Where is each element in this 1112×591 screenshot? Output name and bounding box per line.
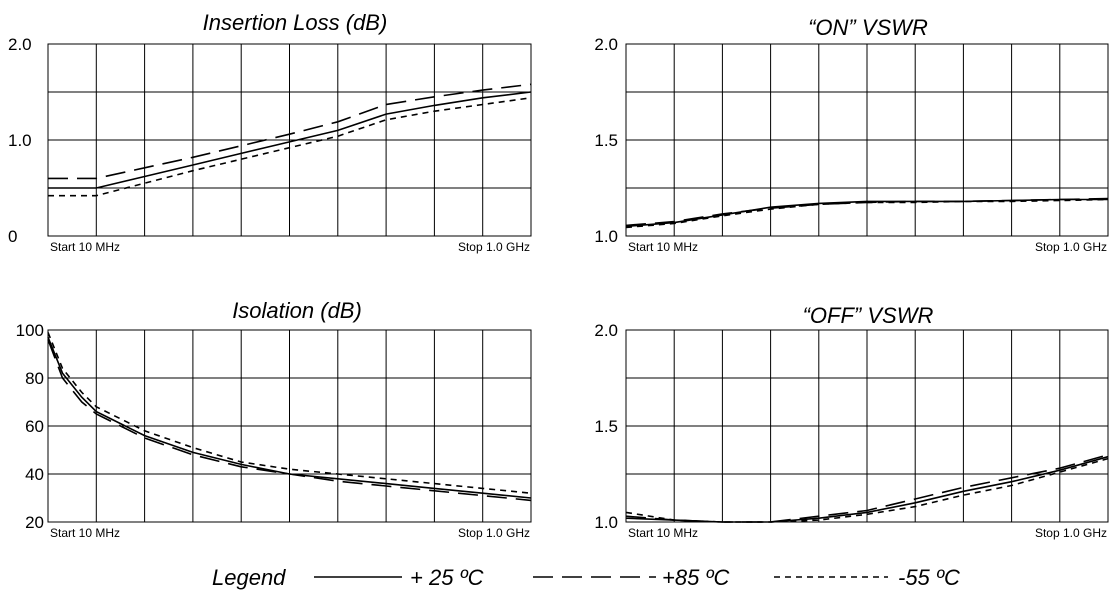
- x-start-label: Start 10 MHz: [50, 526, 120, 540]
- y-tick-label: 40: [25, 465, 44, 484]
- legend-entry-text: + 25 ºC: [410, 565, 484, 590]
- series-line-minus55c: [48, 97, 532, 197]
- legend-label: Legend: [212, 565, 286, 590]
- x-stop-label: Stop 1.0 GHz: [458, 240, 530, 254]
- plot-frame: [625, 43, 1109, 237]
- series-line-minus55c: [625, 457, 1109, 523]
- series-line-minus55c: [47, 332, 532, 494]
- plot-frame: [47, 329, 532, 523]
- series-line-plus25c: [625, 198, 1108, 228]
- y-tick-label: 2.0: [594, 321, 618, 340]
- y-tick-label: 20: [25, 513, 44, 532]
- y-tick-label: 100: [16, 321, 44, 340]
- y-tick-label: 1.5: [594, 417, 618, 436]
- legend-entry-text: +85 ºC: [662, 565, 729, 590]
- series-line-plus25c: [47, 336, 532, 499]
- chart-panel-4: “OFF” VSWR 2.0 1.5 1.0 Start 10 MHz Stop 1.0 …: [594, 303, 1109, 540]
- chart-panel-1: Insertion Loss (dB) 2.0 1.0 0 Start 10 MHz St…: [8, 10, 532, 254]
- y-tick-label: 60: [25, 417, 44, 436]
- series-line-plus85c: [48, 83, 532, 180]
- chart-panel-2: “ON” VSWR 2.0 1.5 1.0 Start 10 MHz Stop 1.0 G…: [594, 15, 1109, 254]
- chart-title: Isolation (dB): [232, 298, 362, 323]
- chart-title: “OFF” VSWR: [803, 303, 934, 328]
- series-line-plus25c: [48, 91, 532, 189]
- x-start-label: Start 10 MHz: [628, 526, 698, 540]
- x-stop-label: Stop 1.0 GHz: [458, 526, 530, 540]
- series-line-plus85c: [625, 454, 1109, 523]
- series-line-minus55c: [625, 198, 1109, 229]
- chart-panel-3: Isolation (dB) 100 80 60 40 20 Start 10 MHz Sto…: [16, 298, 532, 540]
- legend: Legend + 25 ºC +85 ºC -55 ºC: [212, 565, 960, 590]
- y-tick-label: 1.0: [8, 131, 32, 150]
- series-line-plus85c: [47, 339, 532, 502]
- y-tick-label: 1.5: [594, 131, 618, 150]
- charts-group: Insertion Loss (dB) 2.0 1.0 0 Start 10 MHz St…: [8, 10, 1109, 540]
- y-tick-label: 0: [8, 227, 17, 246]
- x-start-label: Start 10 MHz: [628, 240, 698, 254]
- y-tick-label: 2.0: [594, 35, 618, 54]
- x-stop-label: Stop 1.0 GHz: [1035, 240, 1107, 254]
- y-tick-label: 1.0: [594, 513, 618, 532]
- chart-title: Insertion Loss (dB): [203, 10, 388, 35]
- y-tick-label: 2.0: [8, 35, 32, 54]
- chart-title: “ON” VSWR: [808, 15, 928, 40]
- plot-frame: [47, 43, 532, 237]
- plot-frame: [625, 329, 1109, 523]
- x-stop-label: Stop 1.0 GHz: [1035, 526, 1107, 540]
- legend-entry-text: -55 ºC: [898, 565, 960, 590]
- y-tick-label: 1.0: [594, 227, 618, 246]
- y-tick-label: 80: [25, 369, 44, 388]
- x-start-label: Start 10 MHz: [50, 240, 120, 254]
